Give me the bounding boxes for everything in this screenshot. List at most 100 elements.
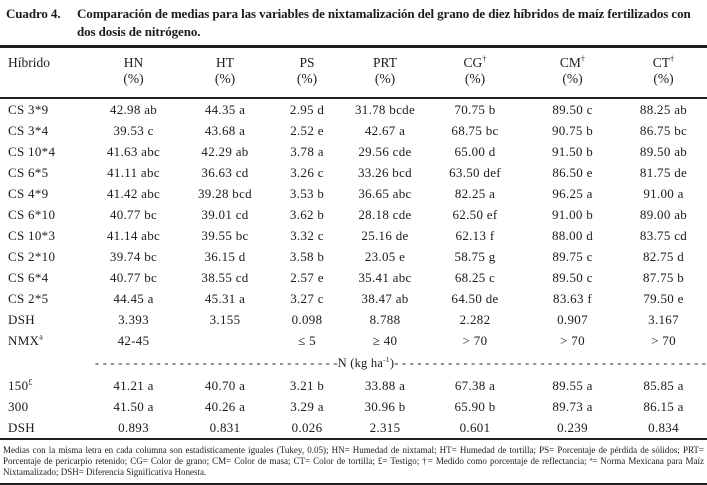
table-cell: 65.90 b [454, 398, 496, 414]
column-header-cg: CG† (%) [425, 46, 525, 99]
row-label: NMXa [8, 332, 44, 348]
table-cell: 41.11 abc [107, 164, 160, 180]
table-cell: 42.29 ab [201, 143, 249, 159]
row-label: CS 6*5 [8, 164, 49, 180]
table-cell: 41.42 abc [106, 185, 161, 201]
column-header-cm: CM† (%) [525, 46, 620, 99]
table-cell: 0.831 [209, 419, 241, 435]
table-cell: 2.282 [459, 311, 491, 327]
table-cell: 89.50 c [552, 269, 593, 285]
row-label: CS 2*10 [8, 248, 56, 264]
table-cell: 89.55 a [552, 377, 593, 393]
row-label: CS 4*9 [8, 185, 49, 201]
unit-label: (%) [562, 71, 583, 86]
table-cell: 64.50 de [451, 290, 499, 306]
data-table: Híbrido HN (%) HT (%) PS (%) PRT (%) CG†… [0, 45, 707, 440]
table-cell: 0.893 [118, 419, 149, 435]
table-cell: 3.78 a [290, 143, 324, 159]
table-cell: 42.67 a [364, 122, 406, 138]
table-cell: 91.00 a [643, 185, 684, 201]
table-cell: 3.393 [118, 311, 149, 327]
column-header-ht: HT (%) [181, 46, 269, 99]
table-cell: 82.75 d [642, 248, 685, 264]
table-cell: 81.75 de [639, 164, 688, 180]
table-cell: 28.18 cde [358, 206, 412, 222]
caption-number: Cuadro 4. [6, 6, 61, 21]
table-cell: > 70 [462, 332, 488, 348]
table-cell: 88.00 d [551, 227, 594, 243]
table-cell: 42.98 ab [109, 101, 158, 117]
table-cell: 35.41 abc [358, 269, 412, 285]
row-label: CS 6*10 [8, 206, 56, 222]
table-cell [181, 330, 269, 351]
table-cell: 40.77 bc [109, 269, 158, 285]
table-cell: 89.00 ab [639, 206, 688, 222]
table-cell: 91.00 b [551, 206, 594, 222]
table-cell: 88.25 ab [639, 101, 688, 117]
row-label: DSH [8, 311, 35, 327]
table-cell: 3.167 [648, 311, 679, 327]
table-row: CS 6*5 41.11 abc 36.63 cd 3.26 c 33.26 bcd 63… [0, 162, 707, 183]
table-cell: 33.26 bcd [358, 164, 412, 180]
table-row: 150£ 41.21 a 40.70 a 3.21 b 33.88 a 67.38 a 89… [0, 375, 707, 396]
table-cell: 3.29 a [290, 398, 324, 414]
table-cell: 41.21 a [113, 377, 154, 393]
table-cell: 39.53 c [113, 122, 154, 138]
divider-row: - - - - - - - - - - - - - - - - - - - - … [0, 351, 707, 375]
table-cell: 89.50 c [552, 101, 593, 117]
table-cell: 89.73 a [552, 398, 593, 414]
column-header-ps: PS (%) [269, 46, 345, 99]
row-label: 300 [8, 398, 29, 414]
table-cell: 68.75 bc [451, 122, 499, 138]
unit-label: (%) [123, 71, 144, 86]
table-cell: 25.16 de [361, 227, 409, 243]
table-row: CS 2*5 44.45 a 45.31 a 3.27 c 38.47 ab 64.50 … [0, 288, 707, 309]
table-cell: 68.25 c [454, 269, 496, 285]
table-row: NMXa 42-45 ≤ 5 ≥ 40 > 70 > 70 > 70 [0, 330, 707, 351]
table-row: CS 10*4 41.63 abc 42.29 ab 3.78 a 29.56 cde 6… [0, 141, 707, 162]
table-cell: 96.25 a [552, 185, 593, 201]
table-cell: 41.50 a [113, 398, 154, 414]
table-cell: 45.31 a [204, 290, 246, 306]
unit-label: (%) [214, 71, 236, 86]
row-label: CS 3*4 [8, 122, 49, 138]
table-cell: 44.35 a [204, 101, 246, 117]
row-label: CS 6*4 [8, 269, 49, 285]
row-label: CS 3*9 [8, 101, 49, 117]
table-cell: 41.14 abc [106, 227, 161, 243]
table-cell: 3.62 b [289, 206, 325, 222]
table-cell: 0.601 [459, 419, 491, 435]
table-cell: 85.85 a [643, 377, 684, 393]
table-cell: 0.239 [557, 419, 588, 435]
table-cell: 30.96 b [364, 398, 406, 414]
table-cell: 3.21 b [289, 377, 325, 393]
row-label: CS 2*5 [8, 290, 49, 306]
table-cell: 23.05 e [364, 248, 406, 264]
table-cell: 90.75 b [551, 122, 594, 138]
table-cell: 0.026 [291, 419, 323, 435]
table-cell: 91.50 b [551, 143, 594, 159]
table-cell: 36.63 cd [201, 164, 249, 180]
table-cell: ≥ 40 [372, 332, 398, 348]
header-row: Híbrido HN (%) HT (%) PS (%) PRT (%) CG†… [0, 46, 707, 99]
table-cell: 3.27 c [290, 290, 324, 306]
table-row: CS 3*9 42.98 ab 44.35 a 2.95 d 31.78 bcde 70.… [0, 98, 707, 120]
table-cell: 86.75 bc [639, 122, 688, 138]
table-row: DSH 0.893 0.831 0.026 2.315 0.601 0.239 0.834 [0, 417, 707, 439]
table-cell: 87.75 b [642, 269, 685, 285]
table-row: CS 3*4 39.53 c 43.68 a 2.52 e 42.67 a 68.75 b… [0, 120, 707, 141]
table-cell [0, 351, 86, 375]
table-cell: 40.26 a [204, 398, 246, 414]
table-cell: 83.63 f [553, 290, 592, 306]
table-cell: 83.75 cd [639, 227, 688, 243]
table-caption: Cuadro 4. Comparación de medias para las… [0, 0, 707, 43]
table-cell: 31.78 bcde [354, 101, 416, 117]
table-row: CS 6*10 40.77 bc 39.01 cd 3.62 b 28.18 cde 62… [0, 204, 707, 225]
row-label: CS 10*3 [8, 227, 56, 243]
table-cell: 58.75 g [454, 248, 496, 264]
table-row: 300 41.50 a 40.26 a 3.29 a 30.96 b 65.90 b 89.… [0, 396, 707, 417]
table-cell: 86.50 e [552, 164, 593, 180]
row-label: 150£ [8, 377, 33, 393]
unit-label: (%) [374, 71, 396, 86]
table-cell: 3.58 b [289, 248, 325, 264]
